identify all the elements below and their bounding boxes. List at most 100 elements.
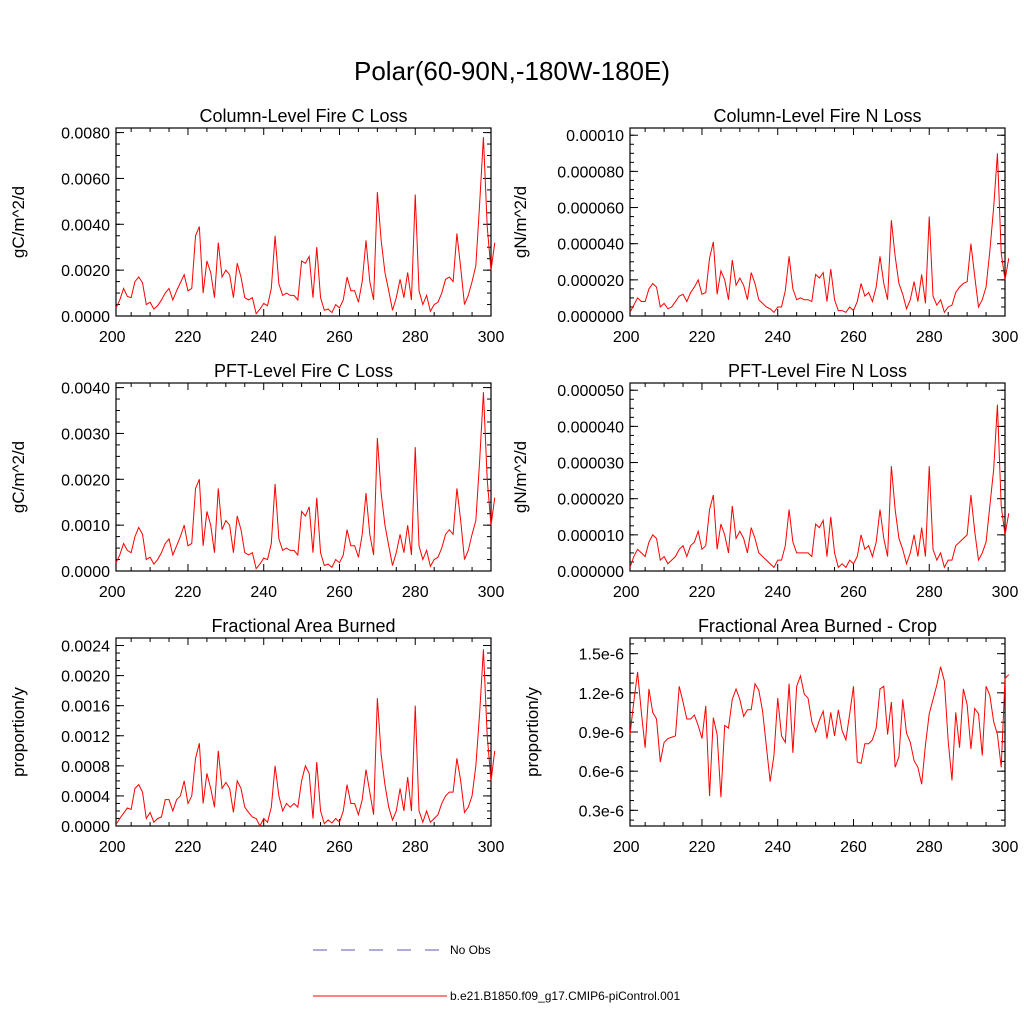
x-tick-label: 280 [402, 839, 429, 856]
panel-4: PFT-Level Fire N Loss gN/m^2/d 200 220 240 26… [511, 361, 1018, 601]
y-tick-label: 0.0000 [61, 564, 110, 581]
x-tick-label: 200 [99, 839, 126, 856]
y-tick-label: 0.000080 [557, 164, 624, 181]
series-line [115, 649, 496, 828]
panel-title: PFT-Level Fire N Loss [728, 361, 907, 381]
y-tick-label: 0.0020 [61, 472, 110, 489]
x-tick-label: 200 [613, 329, 640, 346]
figure-title: Polar(60-90N,-180W-180E) [354, 56, 670, 86]
x-tick-label: 280 [916, 839, 943, 856]
x-tick-label: 240 [764, 839, 791, 856]
y-axis-label: gN/m^2/d [511, 186, 530, 258]
x-tick-label: 260 [840, 839, 867, 856]
x-tick-label: 300 [992, 839, 1019, 856]
x-tick-label: 220 [175, 584, 202, 601]
series-line [629, 153, 1010, 314]
legend-model-label: b.e21.B1850.f09_g17.CMIP6-piControl.001 [450, 989, 680, 1003]
plot-frame [629, 637, 1006, 827]
panel-title: Column-Level Fire C Loss [199, 106, 407, 126]
y-axis-label: gC/m^2/d [9, 441, 28, 513]
panel-title: Fractional Area Burned [211, 616, 395, 636]
x-tick-label: 240 [764, 329, 791, 346]
x-tick-label: 300 [992, 329, 1019, 346]
x-tick-label: 300 [478, 839, 505, 856]
series-line [115, 137, 496, 315]
plot-frame [115, 637, 492, 827]
y-tick-label: 0.000030 [557, 456, 624, 473]
y-tick-label: 1.2e-6 [579, 686, 624, 703]
plot-frame [629, 382, 1006, 572]
y-axis-label: gN/m^2/d [511, 441, 530, 513]
panel-title: Fractional Area Burned - Crop [698, 616, 937, 636]
y-tick-label: 0.00010 [566, 128, 624, 145]
y-tick-label: 0.0008 [61, 759, 110, 776]
y-tick-label: 0.000020 [557, 273, 624, 290]
x-tick-label: 280 [916, 584, 943, 601]
y-tick-label: 0.0040 [61, 381, 110, 398]
plot-frame [629, 127, 1006, 317]
panel-5: Fractional Area Burned proportion/y 200 220… [9, 616, 504, 856]
y-tick-label: 0.0016 [61, 699, 110, 716]
y-tick-label: 0.3e-6 [579, 803, 624, 820]
y-tick-label: 0.000020 [557, 492, 624, 509]
y-tick-label: 0.0004 [61, 789, 110, 806]
y-tick-label: 0.000010 [557, 528, 624, 545]
panel-3: PFT-Level Fire C Loss gC/m^2/d 200 220 240 26… [9, 361, 504, 601]
x-tick-label: 200 [99, 584, 126, 601]
panel-6: Fractional Area Burned - Crop proportion/… [523, 616, 1018, 856]
y-axis-label: gC/m^2/d [9, 186, 28, 258]
y-tick-label: 0.0020 [61, 669, 110, 686]
x-tick-label: 240 [250, 839, 277, 856]
y-tick-label: 0.0000 [61, 819, 110, 836]
x-tick-label: 300 [478, 584, 505, 601]
legend: No Obs b.e21.B1850.f09_g17.CMIP6-piContr… [313, 943, 680, 1003]
x-tick-label: 240 [250, 329, 277, 346]
x-tick-label: 220 [689, 329, 716, 346]
y-axis-label: proportion/y [523, 687, 542, 777]
y-tick-label: 0.000040 [557, 419, 624, 436]
series-line [629, 666, 1010, 798]
x-tick-label: 300 [992, 584, 1019, 601]
series-line [629, 404, 1010, 569]
y-axis-label: proportion/y [9, 687, 28, 777]
x-tick-label: 260 [326, 329, 353, 346]
y-tick-label: 0.0012 [61, 729, 110, 746]
y-tick-label: 0.0000 [61, 309, 110, 326]
y-tick-label: 0.000040 [557, 237, 624, 254]
x-tick-label: 240 [250, 584, 277, 601]
x-tick-label: 240 [764, 584, 791, 601]
x-tick-label: 220 [175, 839, 202, 856]
y-tick-label: 0.0040 [61, 217, 110, 234]
y-tick-label: 0.0080 [61, 126, 110, 143]
plot-frame [115, 127, 492, 317]
y-tick-label: 0.000000 [557, 309, 624, 326]
y-tick-label: 0.000000 [557, 564, 624, 581]
x-tick-label: 220 [689, 839, 716, 856]
y-tick-label: 0.9e-6 [579, 725, 624, 742]
x-tick-label: 200 [613, 584, 640, 601]
panel-title: PFT-Level Fire C Loss [214, 361, 393, 381]
y-tick-label: 0.6e-6 [579, 764, 624, 781]
series-line [115, 392, 496, 570]
x-tick-label: 200 [99, 329, 126, 346]
plot-frame [115, 382, 492, 572]
x-tick-label: 280 [402, 329, 429, 346]
panel-1: Column-Level Fire C Loss gC/m^2/d 200 220 24… [9, 106, 504, 346]
x-tick-label: 260 [326, 584, 353, 601]
legend-no-obs-label: No Obs [450, 943, 491, 957]
x-tick-label: 220 [689, 584, 716, 601]
x-tick-label: 280 [916, 329, 943, 346]
x-tick-label: 220 [175, 329, 202, 346]
y-tick-label: 0.0024 [61, 639, 110, 656]
x-tick-label: 200 [613, 839, 640, 856]
panel-2: Column-Level Fire N Loss gN/m^2/d 200 220 24… [511, 106, 1018, 346]
y-tick-label: 0.000050 [557, 383, 624, 400]
y-tick-label: 0.0010 [61, 518, 110, 535]
y-tick-label: 1.5e-6 [579, 647, 624, 664]
panel-title: Column-Level Fire N Loss [713, 106, 921, 126]
x-tick-label: 260 [326, 839, 353, 856]
y-tick-label: 0.0030 [61, 426, 110, 443]
x-tick-label: 300 [478, 329, 505, 346]
y-tick-label: 0.000060 [557, 201, 624, 218]
